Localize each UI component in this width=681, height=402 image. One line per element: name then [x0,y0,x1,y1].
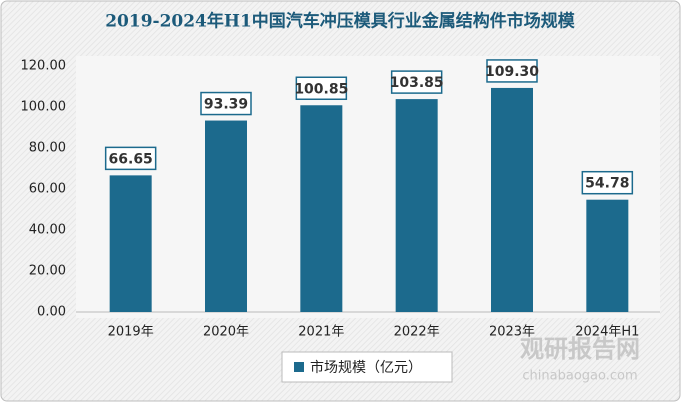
bar [205,120,247,312]
x-tick-label: 2023年 [489,325,535,340]
value-label: 54.78 [585,176,629,192]
bar [300,105,343,312]
bar [395,99,438,312]
value-label: 93.39 [204,97,248,113]
legend-box [281,351,453,383]
x-tick-label: 2019年 [108,325,154,340]
x-tick-label: 2021年 [298,325,344,340]
value-label-box [200,91,252,116]
value-label: 109.30 [485,64,539,80]
value-label-box [486,59,538,83]
watermark: 观研报告网 [520,335,640,363]
y-tick-label: 0.00 [37,305,66,320]
value-label: 103.85 [390,75,444,91]
plot-area [76,56,660,318]
bar [586,199,629,312]
x-tick-label: 2020年 [203,325,249,340]
value-label: 100.85 [294,81,348,97]
y-tick-label: 120.00 [21,59,67,74]
y-tick-label: 100.00 [21,100,67,115]
x-tick-label: 2024年H1 [575,325,639,340]
value-label-box [390,70,443,94]
y-tick-label: 20.00 [29,264,66,279]
value-label: 66.65 [109,151,153,167]
y-tick-label: 60.00 [29,182,66,197]
y-tick-label: 40.00 [29,223,66,238]
legend-swatch [294,362,304,372]
y-tick-label: 80.00 [29,141,66,156]
bar [109,175,152,312]
chart-title: 2019-2024年H1中国汽车冲压模具行业金属结构件市场规模 [105,11,576,32]
watermark-url: chinabaogao.com [522,369,637,384]
value-label-box [104,146,157,171]
value-label-box [581,170,634,195]
value-label-box [295,76,348,101]
legend-label: 市场规模（亿元） [310,359,422,376]
x-tick-label: 2022年 [394,325,440,340]
bar [491,87,533,312]
